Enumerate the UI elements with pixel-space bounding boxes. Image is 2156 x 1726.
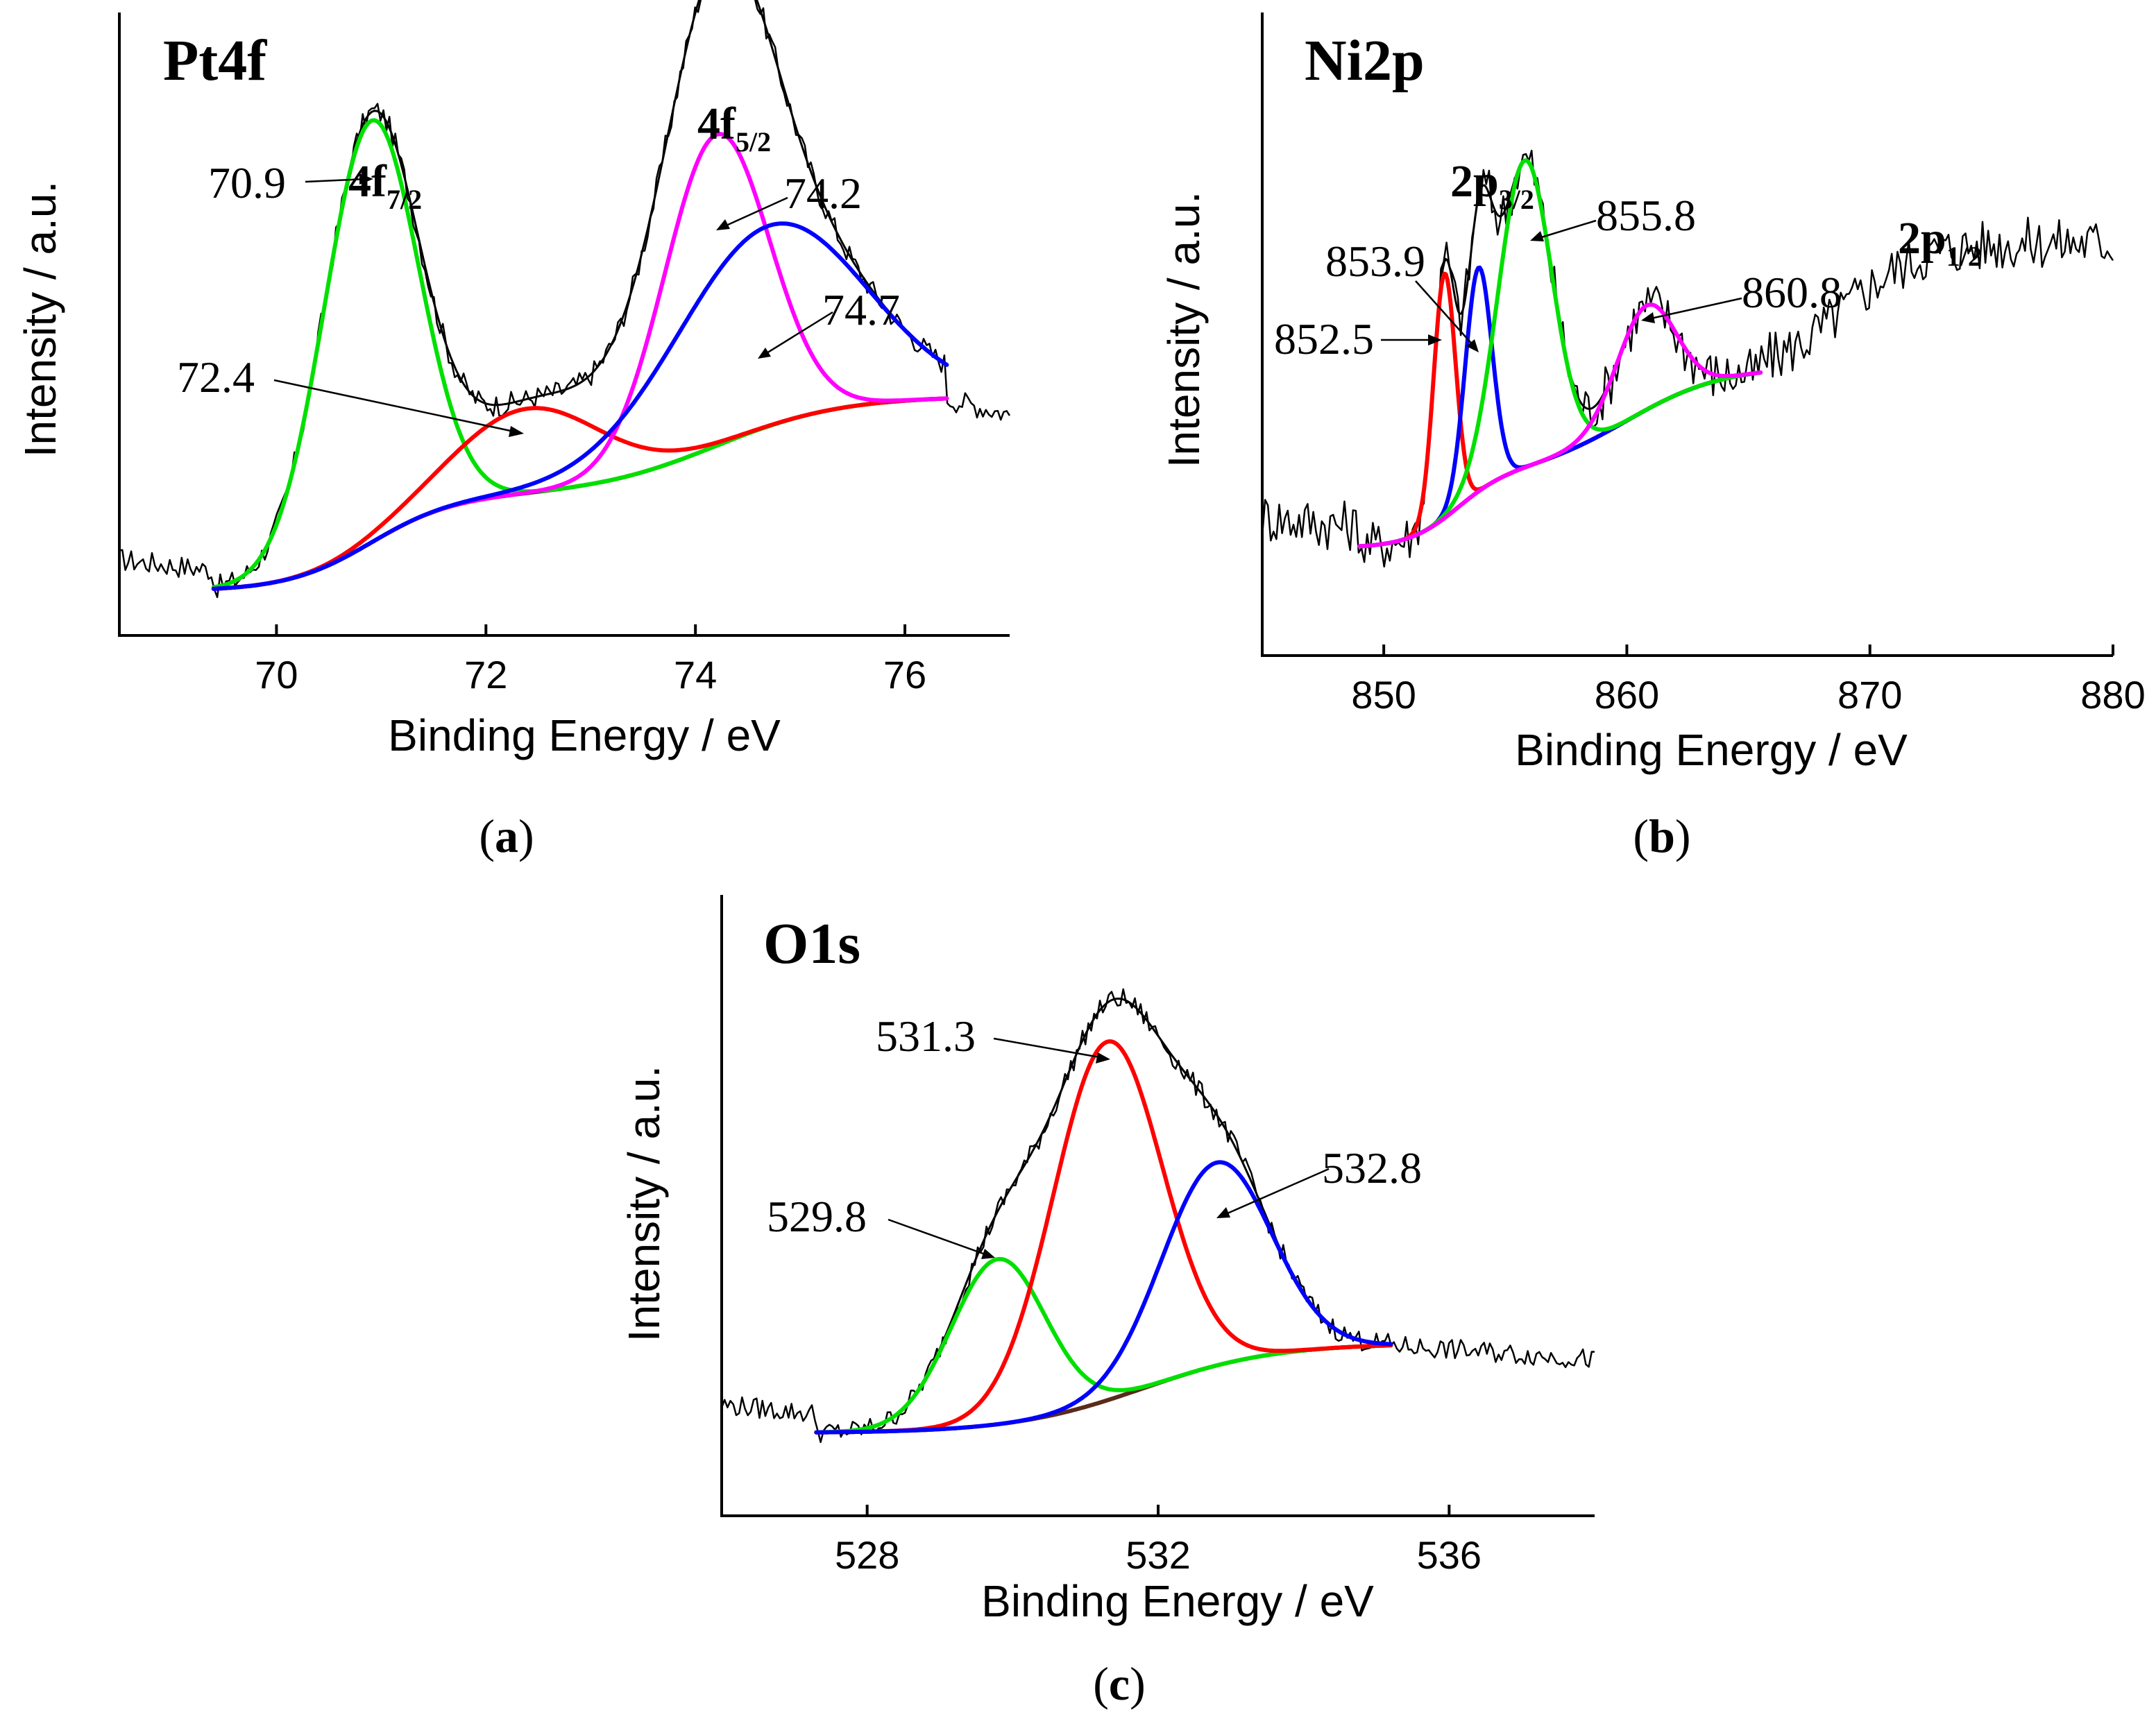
fit-component-529-8 — [814, 1256, 1393, 1435]
peak-arrow-529-8 — [888, 1218, 990, 1257]
panel-a-xtick-labels: 70 72 74 76 — [255, 653, 926, 697]
panel-a-xlabel: Binding Energy / eV — [388, 710, 781, 760]
orbital-sub: 5/2 — [736, 126, 771, 157]
panel-b-labels: 852.5 853.9 855.8 860.8 2p3/2 2p1/2 — [1274, 156, 1982, 364]
peak-arrow-853-9 — [1415, 280, 1475, 348]
caption-letter: c — [1109, 1657, 1130, 1710]
orbital-sub: 3/2 — [1499, 184, 1534, 215]
panel-a-xticks — [275, 624, 907, 635]
peak-arrow-head-852-5 — [1428, 334, 1442, 345]
peak-arrow-855-8 — [1536, 219, 1597, 240]
peak-arrow-head-860-8 — [1641, 312, 1655, 323]
panel-a-axes — [118, 12, 1010, 637]
panel-b: 850 860 870 880 Binding Energy / eV Intensi… — [1159, 12, 2146, 862]
panel-b-xtick-labels: 850 860 870 880 — [1351, 673, 2145, 717]
peak-arrow-head-72-4 — [509, 426, 524, 437]
orbital-main: 2p — [1898, 213, 1946, 264]
peak-label-860-8: 860.8 — [1742, 268, 1842, 317]
peak-arrow-head-74-7 — [758, 348, 771, 359]
peak-label-532-8: 532.8 — [1322, 1143, 1422, 1193]
fit-component-532-8 — [814, 1160, 1393, 1435]
peak-label-853-9: 853.9 — [1325, 237, 1425, 286]
peak-label-72-4: 72.4 — [177, 352, 255, 402]
peak-label-531-3: 531.3 — [876, 1011, 976, 1061]
panel-a: 70 72 74 76 Binding Energy / eV Intensity /… — [15, 0, 1011, 862]
peak-arrow-head-74-2 — [716, 219, 730, 230]
xtick-label-76: 76 — [883, 653, 926, 697]
panel-b-xlabel: Binding Energy / eV — [1515, 725, 1908, 775]
fit-component-72-4 — [211, 396, 949, 591]
xtick-label-850: 850 — [1351, 673, 1416, 717]
panel-b-title: Ni2p — [1305, 28, 1425, 93]
xtick-label-72: 72 — [464, 653, 507, 697]
orbital-label-4f7-2: 4f7/2 — [348, 156, 422, 215]
xtick-label-528: 528 — [835, 1533, 899, 1577]
peak-arrow-74-7 — [763, 311, 833, 357]
fit-envelope-b — [1359, 158, 1761, 547]
panel-b-ylabel: Intensity / a.u. — [1159, 191, 1209, 468]
xtick-label-860: 860 — [1595, 673, 1659, 717]
peak-arrow-head-531-3 — [1096, 1052, 1110, 1063]
peak-arrow-head-70-9 — [359, 173, 373, 185]
peak-arrow-70-9 — [305, 178, 367, 183]
peak-label-70-9: 70.9 — [208, 158, 286, 207]
xtick-label-74: 74 — [674, 653, 717, 697]
panel-b-axes — [1261, 12, 2113, 657]
panel-b-xticks — [1382, 644, 2114, 656]
peak-label-74-2: 74.2 — [784, 169, 862, 218]
peak-arrow-860-8 — [1647, 297, 1742, 321]
fit-envelope-c — [816, 997, 1391, 1434]
panel-c-xtick-labels: 528 532 536 — [835, 1533, 1482, 1577]
orbital-sub: 7/2 — [387, 184, 422, 215]
peak-label-852-5: 852.5 — [1274, 314, 1374, 364]
orbital-label-2p1-2: 2p1/2 — [1898, 213, 1982, 272]
orbital-main: 4f — [348, 156, 387, 207]
fit-component-531-3 — [814, 1039, 1393, 1435]
xtick-label-532: 532 — [1126, 1533, 1190, 1577]
orbital-main: 2p — [1450, 156, 1499, 207]
peak-label-855-8: 855.8 — [1596, 191, 1696, 240]
orbital-label-4f5-2: 4f5/2 — [697, 99, 771, 157]
panel-b-caption: (b) — [1633, 810, 1690, 862]
panel-a-title: Pt4f — [163, 28, 267, 93]
panel-a-caption: (a) — [479, 810, 534, 862]
panel-c-ylabel: Intensity / a.u. — [619, 1066, 669, 1342]
caption-letter: a — [495, 810, 518, 862]
orbital-label-2p3-2: 2p3/2 — [1450, 156, 1534, 215]
xtick-label-870: 870 — [1837, 673, 1902, 717]
peak-arrow-72-4 — [273, 379, 518, 434]
panel-c-caption: (c) — [1093, 1657, 1146, 1710]
panel-c-labels: 529.8 531.3 532.8 — [767, 1011, 1422, 1259]
panel-a-ylabel: Intensity / a.u. — [15, 181, 65, 457]
peak-arrow-531-3 — [993, 1037, 1104, 1059]
xtick-label-536: 536 — [1417, 1533, 1482, 1577]
panel-c-title: O1s — [763, 912, 860, 976]
peak-label-74-7: 74.7 — [822, 285, 900, 334]
panel-b-plot — [1261, 149, 2114, 568]
peak-arrow-head-532-8 — [1216, 1207, 1230, 1218]
fit-component-74-7 — [211, 221, 949, 591]
xtick-label-70: 70 — [255, 653, 298, 697]
fit-baseline-a — [211, 396, 949, 591]
panel-c: 528 532 536 Binding Energy / eV Intensity … — [619, 895, 1595, 1710]
caption-letter: b — [1649, 810, 1675, 862]
peak-arrow-head-529-8 — [981, 1249, 995, 1259]
peak-arrow-head-855-8 — [1530, 231, 1544, 241]
panel-c-plot — [720, 988, 1595, 1444]
panel-c-xlabel: Binding Energy / eV — [981, 1576, 1374, 1626]
panel-c-xticks — [865, 1505, 1451, 1516]
orbital-sub: 1/2 — [1946, 241, 1982, 272]
fit-component-860-8 — [1357, 302, 1763, 549]
xtick-label-880: 880 — [2080, 673, 2145, 717]
panel-a-labels: 70.9 72.4 74.2 74.7 4f7/2 4f5/2 — [177, 99, 900, 437]
peak-arrow-532-8 — [1222, 1168, 1330, 1217]
peak-arrow-74-2 — [721, 196, 788, 229]
fit-component-855-8 — [1357, 158, 1763, 549]
peak-label-529-8: 529.8 — [767, 1192, 867, 1241]
panel-a-plot — [119, 0, 1011, 599]
orbital-main: 4f — [697, 99, 736, 149]
panel-c-axes — [720, 895, 1595, 1517]
peak-arrow-head-853-9 — [1466, 339, 1479, 352]
